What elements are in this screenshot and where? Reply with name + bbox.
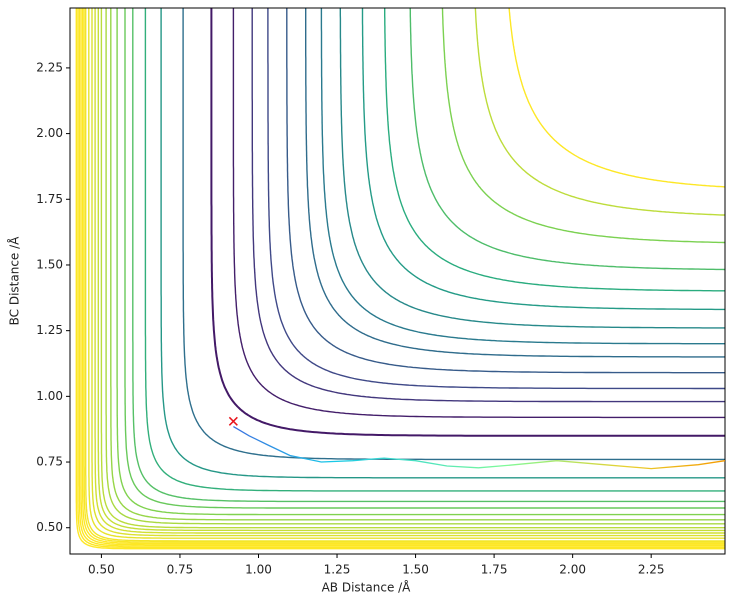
contour-line [83, 8, 725, 543]
y-tick-label: 2.00 [36, 126, 63, 140]
y-axis-label: BC Distance /Å [7, 236, 22, 326]
contour-line [441, 8, 725, 244]
trajectory-line [233, 426, 725, 470]
contour-line [267, 8, 725, 390]
x-tick-label: 1.50 [402, 563, 429, 577]
contour-line [305, 8, 725, 358]
contour-line [85, 8, 725, 542]
contour-group [75, 8, 725, 550]
contour-line [75, 8, 725, 550]
contour-line [286, 8, 725, 374]
contour-line [124, 8, 725, 509]
contour-line [144, 8, 725, 492]
x-tick-label: 0.50 [88, 563, 115, 577]
contour-line [320, 8, 725, 345]
contour-line [77, 8, 725, 549]
contour-line [251, 8, 725, 403]
contour-line [232, 8, 725, 419]
contour-line [160, 8, 725, 479]
x-tick-label: 1.00 [245, 563, 272, 577]
contour-line [384, 8, 725, 292]
contour-line [81, 8, 725, 545]
contour-line [210, 8, 725, 437]
contour-line [361, 8, 725, 311]
x-tick-label: 1.75 [481, 563, 508, 577]
contour-line [100, 8, 725, 529]
contour-line [105, 8, 725, 525]
contour-line [88, 8, 725, 539]
plot-frame [69, 7, 726, 555]
contour-line [78, 8, 725, 547]
contour-line [97, 8, 725, 532]
contour-line [409, 8, 725, 271]
y-tick-label: 1.75 [36, 192, 63, 206]
contour-line [182, 8, 725, 461]
contour-line [508, 8, 725, 188]
start-marker [228, 416, 238, 426]
y-tick-label: 1.50 [36, 257, 63, 271]
contour-line [339, 8, 725, 329]
y-tick-label: 0.75 [36, 455, 63, 469]
contour-line [474, 8, 725, 216]
contour-line [94, 8, 725, 534]
contour-line [132, 8, 725, 503]
y-tick-label: 1.00 [36, 389, 63, 403]
x-tick-label: 2.00 [559, 563, 586, 577]
x-tick-label: 1.25 [324, 563, 351, 577]
contour-line [110, 8, 725, 521]
x-tick-label: 2.25 [638, 563, 665, 577]
y-tick-label: 2.25 [36, 60, 63, 74]
x-axis-label: AB Distance /Å [322, 580, 412, 595]
contour-line [116, 8, 725, 516]
contour-line [80, 8, 725, 546]
y-tick-label: 1.25 [36, 323, 63, 337]
contour-line [91, 8, 725, 537]
y-tick-label: 0.50 [36, 520, 63, 534]
x-tick-label: 0.75 [167, 563, 194, 577]
